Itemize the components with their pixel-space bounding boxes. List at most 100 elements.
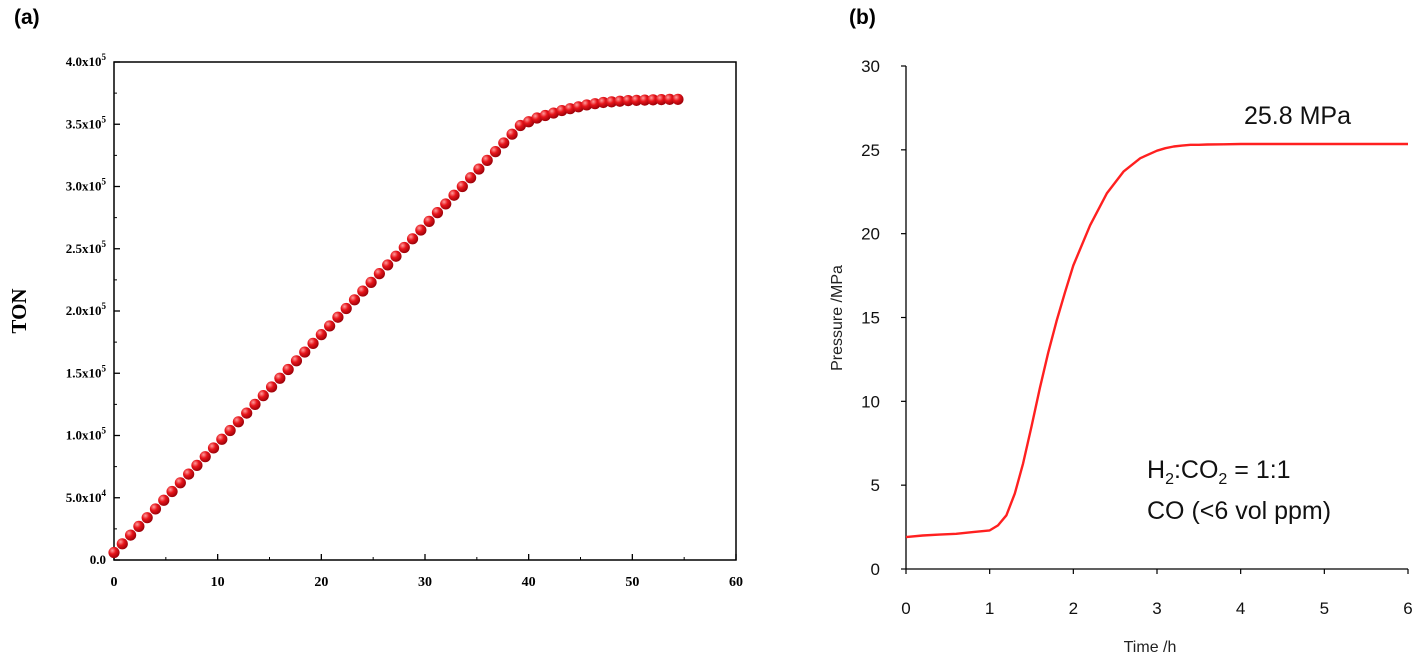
panel-a-data-point (498, 137, 510, 149)
panel-a-y-axis-label: TON (7, 288, 31, 333)
panel-b-y-axis-label: Pressure /MPa (829, 265, 846, 371)
panel-b-y-axis: 0 5 10 15 20 25 30 (861, 57, 906, 579)
panel-a-y-tick-label: 0.0 (90, 552, 106, 567)
panel-a-data-point (348, 294, 361, 306)
panel-b-y-tick-label: 25 (861, 141, 880, 160)
panel-a-data-point (241, 407, 253, 419)
panel-a-data-point (108, 546, 120, 559)
panel-a-y-tick-label: 2.0x105 (66, 301, 107, 318)
panel-a-data-point (456, 180, 468, 193)
panel-a-y-tick-label: 3.5x105 (66, 114, 107, 131)
panel-b-y-tick-label: 5 (871, 476, 880, 495)
panel-a-y-tick-label: 4.0x105 (66, 52, 107, 69)
panel-a-data-point (166, 485, 178, 498)
panel-a-data-point (149, 503, 162, 515)
panel-b-y-tick-label: 15 (861, 309, 880, 328)
panel-b-x-tick-label: 4 (1236, 599, 1245, 618)
panel-a-x-tick-label: 50 (625, 575, 639, 590)
panel-b-y-tick-label: 30 (861, 57, 880, 76)
panel-a-x-tick-label: 60 (729, 575, 743, 590)
panel-a-data-point (290, 355, 303, 367)
panel-a-data-point (199, 451, 211, 463)
panel-a-data-point (299, 346, 311, 358)
panel-a-data-point (431, 207, 444, 219)
panel-a-data-point (489, 146, 502, 158)
panel-a-data-point (622, 94, 634, 107)
panel-b-x-axis: 0 1 2 3 4 5 6 (901, 569, 1413, 618)
panel-a-y-tick-label: 2.5x105 (66, 239, 107, 256)
panel-a-x-tick-label: 0 (111, 575, 118, 590)
panel-a-data-point (581, 99, 593, 111)
panel-a-data-point (382, 259, 394, 271)
panel-a-x-tick-label: 10 (211, 575, 225, 590)
panel-b: (b) 0 5 10 15 20 25 30 0 1 2 3 4 5 6 Pressure /MPa T… (829, 6, 1413, 656)
panel-a-data-point (315, 329, 327, 341)
ratio-h: H (1147, 456, 1165, 484)
panel-a-data-point (589, 98, 601, 110)
panel-a-data-point (423, 215, 435, 227)
panel-a-data-point (332, 311, 344, 323)
panel-b-y-tick-label: 10 (861, 392, 880, 411)
panel-b-label: (b) (849, 6, 876, 29)
panel-b-x-tick-label: 1 (985, 599, 994, 618)
ratio-co: :CO (1174, 456, 1218, 484)
panel-a-data-point (398, 241, 410, 254)
panel-b-x-axis-label: Time /h (1124, 639, 1177, 656)
panel-a-data-point (307, 337, 319, 349)
panel-a-data-point (664, 93, 676, 105)
ratio-value: = 1:1 (1227, 456, 1290, 484)
panel-a-data-point (232, 416, 244, 428)
panel-a-data-point (614, 95, 626, 107)
panel-a-data-point (224, 424, 236, 437)
panel-a-data-point (672, 93, 684, 105)
panel-a-label: (a) (14, 6, 40, 29)
panel-a-data-point (124, 529, 137, 541)
panel-a-data-point (630, 94, 643, 106)
panel-a-data-point (324, 320, 336, 332)
panel-a-data-point (133, 520, 145, 532)
panel-b-x-tick-label: 2 (1069, 599, 1078, 618)
panel-b-x-tick-label: 0 (901, 599, 910, 618)
panel-b-x-tick-label: 6 (1403, 599, 1412, 618)
panel-a-data-point (473, 163, 485, 175)
panel-a-data-point (282, 363, 294, 376)
panel-a-data-point (365, 276, 377, 288)
panel-a-data-point (265, 381, 278, 393)
panel-a-data-point (274, 372, 286, 384)
panel-b-y-tick-label: 0 (871, 560, 880, 579)
panel-a-x-tick-label: 30 (418, 575, 432, 590)
panel-a-data-point (639, 94, 651, 106)
panel-a-data-point (440, 198, 452, 210)
panel-a-data-point (257, 390, 269, 402)
panel-a-data-point (415, 224, 427, 236)
panel-a-data-point (191, 459, 203, 471)
panel-a-data-point (481, 154, 493, 166)
panel-a-data-point (655, 93, 667, 106)
ratio-co-subscript: 2 (1218, 471, 1227, 488)
panel-a-data-point (506, 128, 518, 140)
panel-a-data-point (207, 442, 220, 454)
panel-a-x-tick-label: 20 (314, 575, 328, 590)
panel-a-data-point (406, 233, 419, 245)
panel-a-y-axis: 0.0 5.0x104 1.0x105 1.5x105 2.0x105 2.5x105 3.… (66, 52, 120, 567)
panel-a-data-point (606, 96, 618, 108)
panel-a-data-point (448, 189, 460, 201)
panel-a-y-tick-label: 1.5x105 (66, 363, 107, 380)
panel-a-data-point (465, 172, 477, 184)
panel-a-y-tick-label: 5.0x104 (66, 488, 107, 505)
panel-a-data-point (340, 302, 352, 315)
panel-b-series-line (905, 142, 1408, 539)
panel-a-y-tick-label: 1.0x105 (66, 426, 107, 443)
panel-b-x-tick-label: 3 (1152, 599, 1161, 618)
panel-b-gas-ratio: H2:CO2 = 1:1 (1147, 456, 1291, 488)
panel-a-data-points (108, 93, 684, 559)
panel-a-data-point (390, 250, 402, 262)
panel-a-data-point (158, 494, 170, 506)
panel-a: (a) 0.0 5.0x104 1.0x105 1.5x105 2.0x105 2.5x1… (7, 6, 743, 590)
panel-a-data-point (116, 538, 128, 550)
panel-a-data-point (183, 468, 195, 480)
panel-a-plot-frame (113, 61, 737, 561)
panel-a-data-point (174, 477, 186, 489)
panel-b-y-tick-label: 20 (861, 225, 880, 244)
